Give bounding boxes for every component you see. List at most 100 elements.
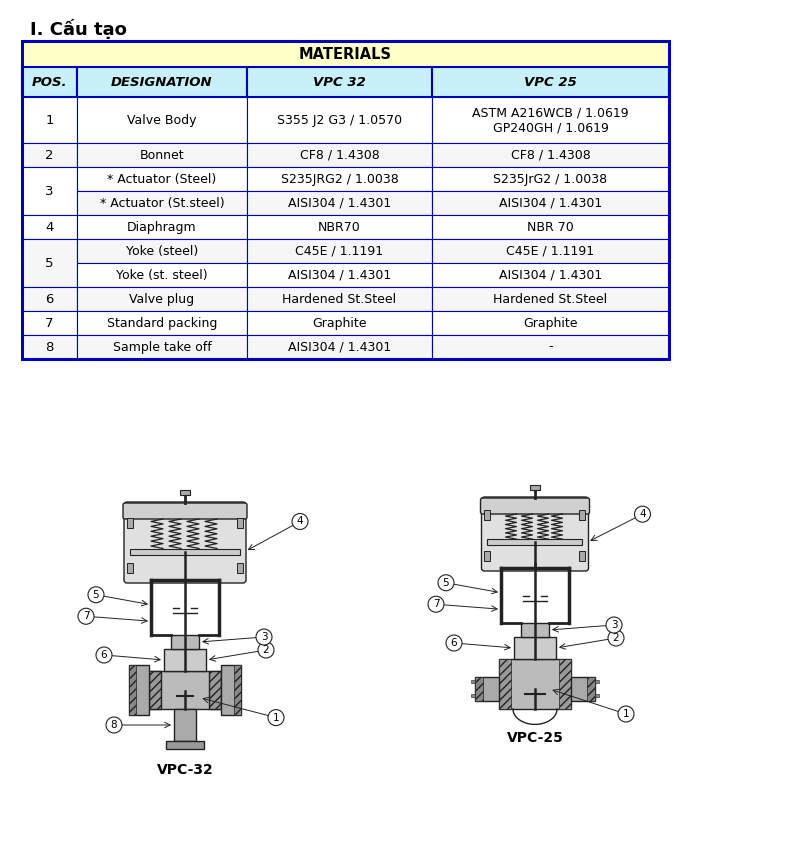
Text: 1: 1 — [623, 709, 630, 719]
Bar — [247, 239, 432, 263]
Bar — [209, 671, 221, 709]
Circle shape — [608, 630, 624, 646]
Text: AISI304 / 1.4301: AISI304 / 1.4301 — [499, 197, 602, 209]
Text: 8: 8 — [45, 341, 54, 353]
Bar — [499, 659, 571, 709]
Bar — [471, 694, 475, 697]
Bar — [432, 263, 669, 287]
Text: 7: 7 — [45, 316, 54, 330]
Bar — [247, 97, 432, 143]
Text: 4: 4 — [297, 516, 303, 526]
Text: 1: 1 — [45, 114, 54, 126]
Bar — [595, 694, 599, 697]
Text: 6: 6 — [45, 293, 54, 305]
Text: 1: 1 — [273, 712, 279, 722]
Bar — [247, 215, 432, 239]
Circle shape — [618, 706, 634, 722]
Text: 3: 3 — [45, 184, 54, 198]
Text: CF8 / 1.4308: CF8 / 1.4308 — [510, 149, 590, 161]
Bar — [579, 551, 585, 561]
Text: 5: 5 — [45, 257, 54, 269]
Circle shape — [256, 629, 272, 645]
FancyBboxPatch shape — [481, 497, 589, 571]
Circle shape — [78, 608, 94, 624]
Text: Yoke (steel): Yoke (steel) — [126, 245, 198, 257]
FancyBboxPatch shape — [123, 503, 247, 519]
Text: VPC-32: VPC-32 — [157, 763, 213, 777]
Bar — [22, 97, 669, 143]
Bar — [22, 67, 77, 97]
Text: 7: 7 — [432, 600, 439, 609]
Text: AISI304 / 1.4301: AISI304 / 1.4301 — [288, 268, 391, 282]
Text: AISI304 / 1.4301: AISI304 / 1.4301 — [288, 197, 391, 209]
Bar — [22, 143, 669, 167]
Text: C45E / 1.1191: C45E / 1.1191 — [507, 245, 595, 257]
Bar — [432, 335, 669, 359]
Bar — [432, 239, 669, 263]
Bar — [129, 665, 136, 715]
Bar — [484, 551, 491, 561]
Text: S235JrG2 / 1.0038: S235JrG2 / 1.0038 — [493, 172, 608, 186]
Text: ASTM A216WCB / 1.0619
GP240GH / 1.0619: ASTM A216WCB / 1.0619 GP240GH / 1.0619 — [472, 106, 629, 134]
Text: S355 J2 G3 / 1.0570: S355 J2 G3 / 1.0570 — [277, 114, 402, 126]
Bar — [595, 680, 599, 683]
Bar — [432, 97, 669, 143]
Text: AISI304 / 1.4301: AISI304 / 1.4301 — [499, 268, 602, 282]
Bar — [22, 311, 77, 335]
Text: MATERIALS: MATERIALS — [299, 46, 392, 61]
Bar — [247, 67, 432, 97]
Bar — [432, 167, 669, 191]
Bar — [77, 191, 247, 215]
Text: NBR70: NBR70 — [318, 220, 361, 234]
Bar — [127, 563, 133, 573]
Circle shape — [88, 587, 104, 603]
Text: POS.: POS. — [32, 76, 67, 88]
Bar — [488, 539, 582, 545]
Bar — [22, 239, 669, 263]
Bar — [484, 510, 491, 521]
Circle shape — [428, 596, 444, 612]
Bar — [77, 215, 247, 239]
Text: CF8 / 1.4308: CF8 / 1.4308 — [300, 149, 380, 161]
Text: 2: 2 — [263, 645, 269, 655]
Text: 5: 5 — [443, 578, 449, 588]
Bar — [77, 67, 247, 97]
Bar — [174, 709, 196, 741]
FancyBboxPatch shape — [481, 498, 589, 514]
Text: -: - — [548, 341, 553, 353]
Bar — [22, 311, 669, 335]
Bar — [559, 659, 571, 709]
Text: Hardened St.Steel: Hardened St.Steel — [282, 293, 397, 305]
Text: VPC 32: VPC 32 — [313, 76, 366, 88]
Text: VPC-25: VPC-25 — [507, 731, 563, 745]
Circle shape — [438, 574, 454, 590]
Bar — [234, 665, 241, 715]
Bar — [432, 143, 669, 167]
Circle shape — [634, 506, 650, 522]
Bar — [22, 41, 669, 359]
Bar — [77, 97, 247, 143]
FancyBboxPatch shape — [124, 502, 246, 583]
Bar — [22, 41, 669, 67]
Bar — [514, 637, 556, 659]
Text: 6: 6 — [451, 638, 458, 648]
Bar — [22, 335, 669, 359]
Bar — [77, 167, 247, 191]
Bar — [22, 167, 77, 215]
Text: 3: 3 — [611, 620, 617, 630]
Bar — [22, 263, 669, 287]
Bar — [22, 191, 669, 215]
Bar — [247, 335, 432, 359]
Bar — [22, 287, 77, 311]
Bar — [432, 215, 669, 239]
Text: 4: 4 — [639, 509, 646, 519]
Text: 3: 3 — [260, 632, 267, 642]
Bar — [77, 287, 247, 311]
Bar — [22, 167, 669, 191]
Bar — [499, 659, 511, 709]
Bar — [587, 677, 595, 701]
Bar — [22, 335, 77, 359]
Bar — [237, 563, 243, 573]
Bar — [77, 335, 247, 359]
Bar — [22, 215, 669, 239]
